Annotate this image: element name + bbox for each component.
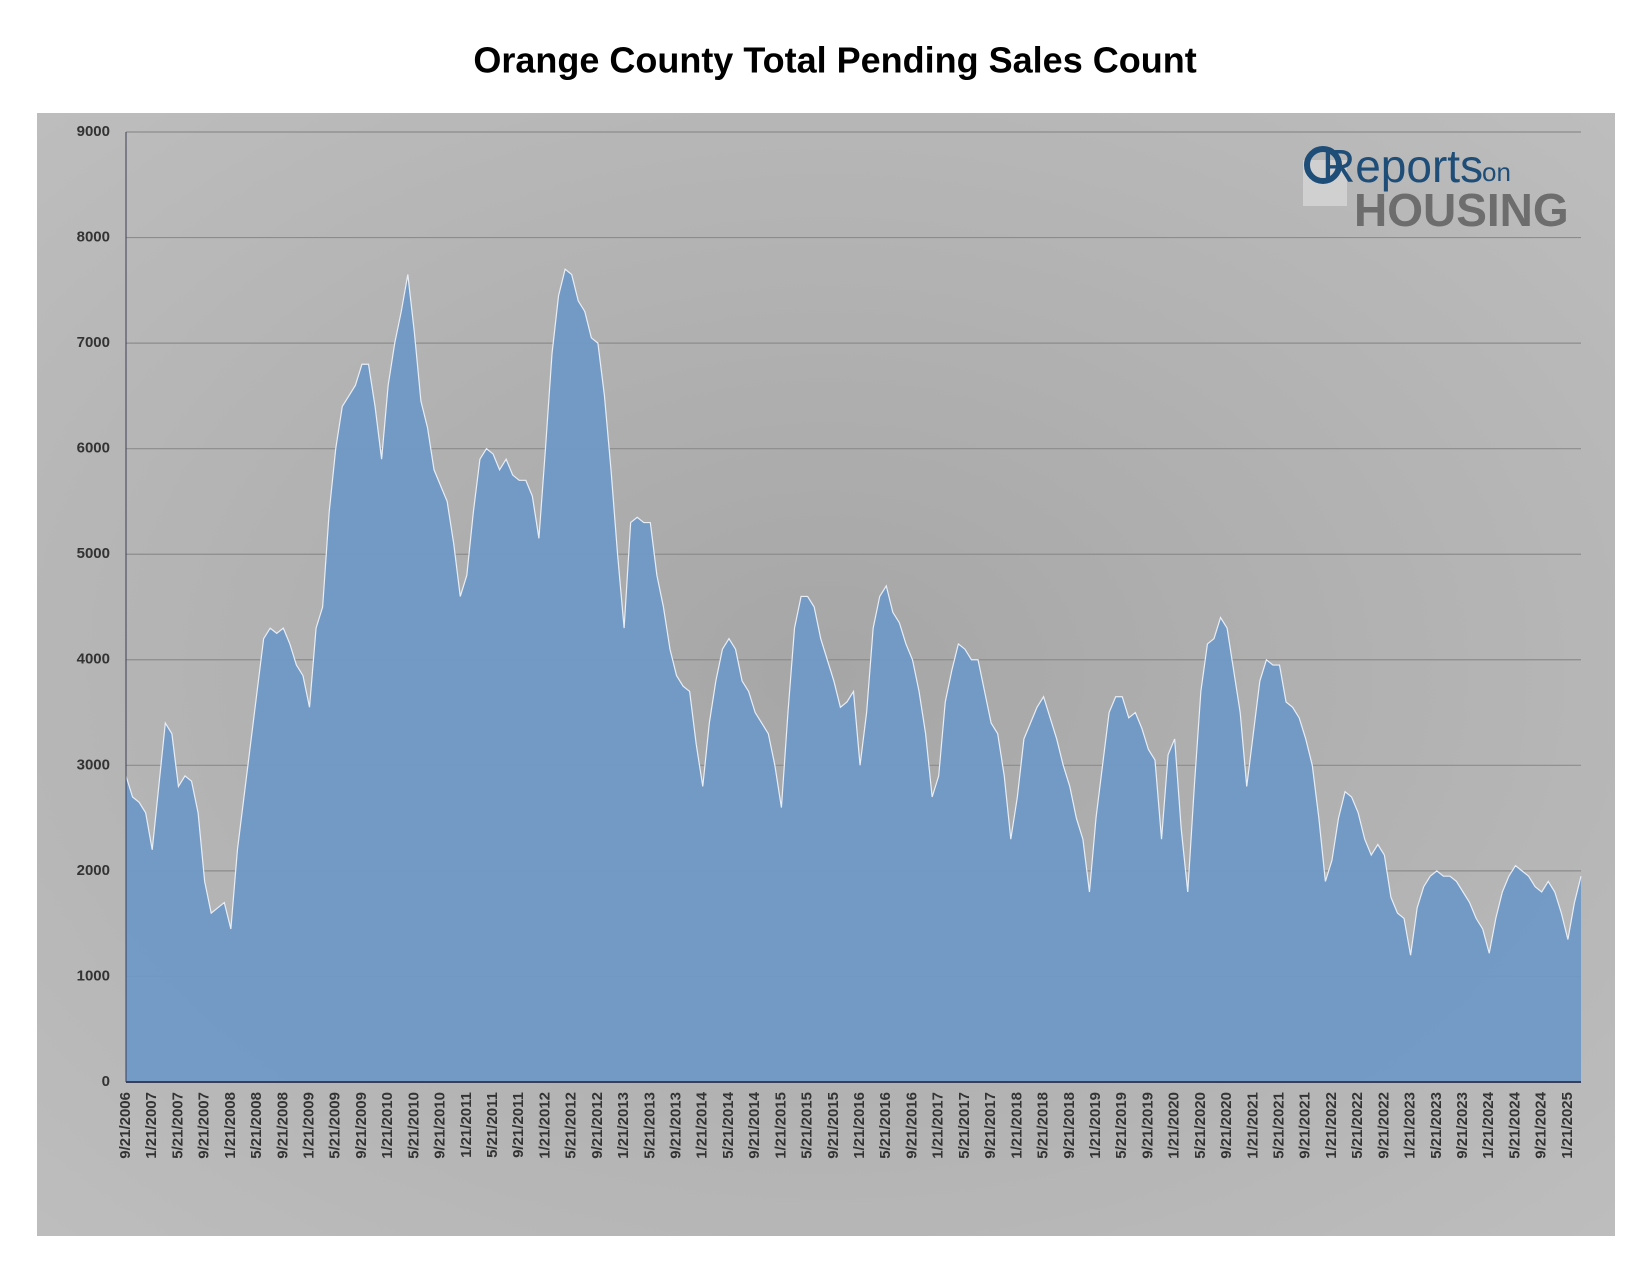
x-tick-label: 1/21/2012 (536, 1092, 553, 1159)
x-tick-label: 5/21/2008 (248, 1092, 265, 1159)
x-tick-label: 9/21/2009 (353, 1092, 370, 1159)
x-tick-label: 5/21/2007 (169, 1092, 186, 1159)
x-tick-label: 5/21/2020 (1192, 1092, 1209, 1159)
x-tick-label: 1/21/2015 (772, 1092, 789, 1159)
area-edge (125, 268, 1582, 956)
x-tick-label: 1/21/2017 (930, 1092, 947, 1159)
x-tick-label: 9/21/2021 (1297, 1092, 1314, 1159)
x-tick-label: 9/21/2011 (510, 1092, 527, 1158)
x-tick-label: 9/21/2018 (1061, 1092, 1078, 1159)
x-tick-label: 5/21/2014 (720, 1091, 737, 1158)
logo: Reports on HOUSING (1303, 140, 1569, 236)
x-tick-label: 9/21/2022 (1375, 1092, 1392, 1159)
y-tick-label: 5000 (77, 545, 110, 562)
x-tick-label: 5/21/2009 (327, 1092, 344, 1159)
x-tick-label: 9/21/2023 (1454, 1092, 1471, 1159)
logo-icon (1304, 146, 1342, 184)
x-tick-label: 1/21/2021 (1244, 1092, 1261, 1159)
x-tick-label: 5/21/2019 (1113, 1092, 1130, 1159)
x-tick-label: 5/21/2023 (1428, 1092, 1445, 1159)
x-tick-label: 1/21/2018 (1008, 1092, 1025, 1159)
y-tick-label: 7000 (77, 334, 110, 351)
chart-title: Orange County Total Pending Sales Count (473, 40, 1196, 81)
x-tick-label: 9/21/2019 (1139, 1092, 1156, 1159)
x-tick-label: 1/21/2013 (615, 1092, 632, 1159)
x-tick-label: 1/21/2014 (694, 1091, 711, 1158)
x-tick-label: 9/21/2024 (1533, 1091, 1550, 1158)
x-tick-label: 5/21/2021 (1270, 1092, 1287, 1159)
y-tick-label: 9000 (77, 123, 110, 140)
logo-text: Reports (1322, 140, 1483, 192)
x-tick-label: 1/21/2020 (1166, 1092, 1183, 1159)
x-tick-label: 1/21/2016 (851, 1092, 868, 1159)
x-tick-label: 5/21/2017 (956, 1092, 973, 1159)
x-tick-label: 5/21/2010 (405, 1092, 422, 1159)
x-tick-label: 9/21/2006 (117, 1092, 134, 1159)
x-tick-label: 9/21/2017 (982, 1092, 999, 1159)
x-tick-label: 1/21/2011 (458, 1092, 475, 1158)
x-tick-label: 9/21/2008 (274, 1092, 291, 1159)
x-tick-label: 1/21/2019 (1087, 1092, 1104, 1159)
x-tick-label: 9/21/2015 (825, 1092, 842, 1159)
x-tick-label: 9/21/2013 (668, 1092, 685, 1159)
y-tick-label: 0 (102, 1073, 110, 1090)
area (126, 269, 1581, 1083)
x-tick-label: 5/21/2018 (1035, 1092, 1052, 1159)
x-tick-label: 5/21/2024 (1506, 1091, 1523, 1158)
x-tick-label: 5/21/2011 (484, 1092, 501, 1158)
x-tick-label: 9/21/2016 (903, 1092, 920, 1159)
y-tick-label: 8000 (77, 229, 110, 246)
x-tick-label: 5/21/2012 (563, 1092, 580, 1159)
y-tick-label: 1000 (77, 967, 110, 984)
x-tick-label: 9/21/2012 (589, 1092, 606, 1159)
x-tick-label: 1/21/2022 (1323, 1092, 1340, 1159)
x-tick-label: 5/21/2016 (877, 1092, 894, 1159)
y-tick-label: 2000 (77, 862, 110, 879)
y-tick-label: 6000 (77, 440, 110, 457)
x-tick-label: 9/21/2007 (196, 1092, 213, 1159)
x-tick-label: 9/21/2014 (746, 1091, 763, 1158)
y-tick-label: 3000 (77, 756, 110, 773)
x-tick-label: 5/21/2013 (641, 1092, 658, 1159)
x-tick-label: 1/21/2007 (143, 1092, 160, 1159)
x-tick-label: 9/21/2010 (432, 1092, 449, 1159)
x-tick-label: 5/21/2015 (799, 1092, 816, 1159)
x-tick-label: 5/21/2022 (1349, 1092, 1366, 1159)
x-tick-label: 1/21/2024 (1480, 1091, 1497, 1158)
x-tick-label: 1/21/2010 (379, 1092, 396, 1159)
x-tick-label: 1/21/2009 (300, 1092, 317, 1159)
logo-text: HOUSING (1354, 184, 1569, 236)
x-tick-label: 9/21/2020 (1218, 1092, 1235, 1159)
x-tick-label: 1/21/2008 (222, 1092, 239, 1159)
logo-text: on (1482, 157, 1511, 187)
y-tick-label: 4000 (77, 651, 110, 668)
x-tick-label: 1/21/2023 (1402, 1092, 1419, 1159)
x-tick-label: 1/21/2025 (1559, 1092, 1576, 1159)
